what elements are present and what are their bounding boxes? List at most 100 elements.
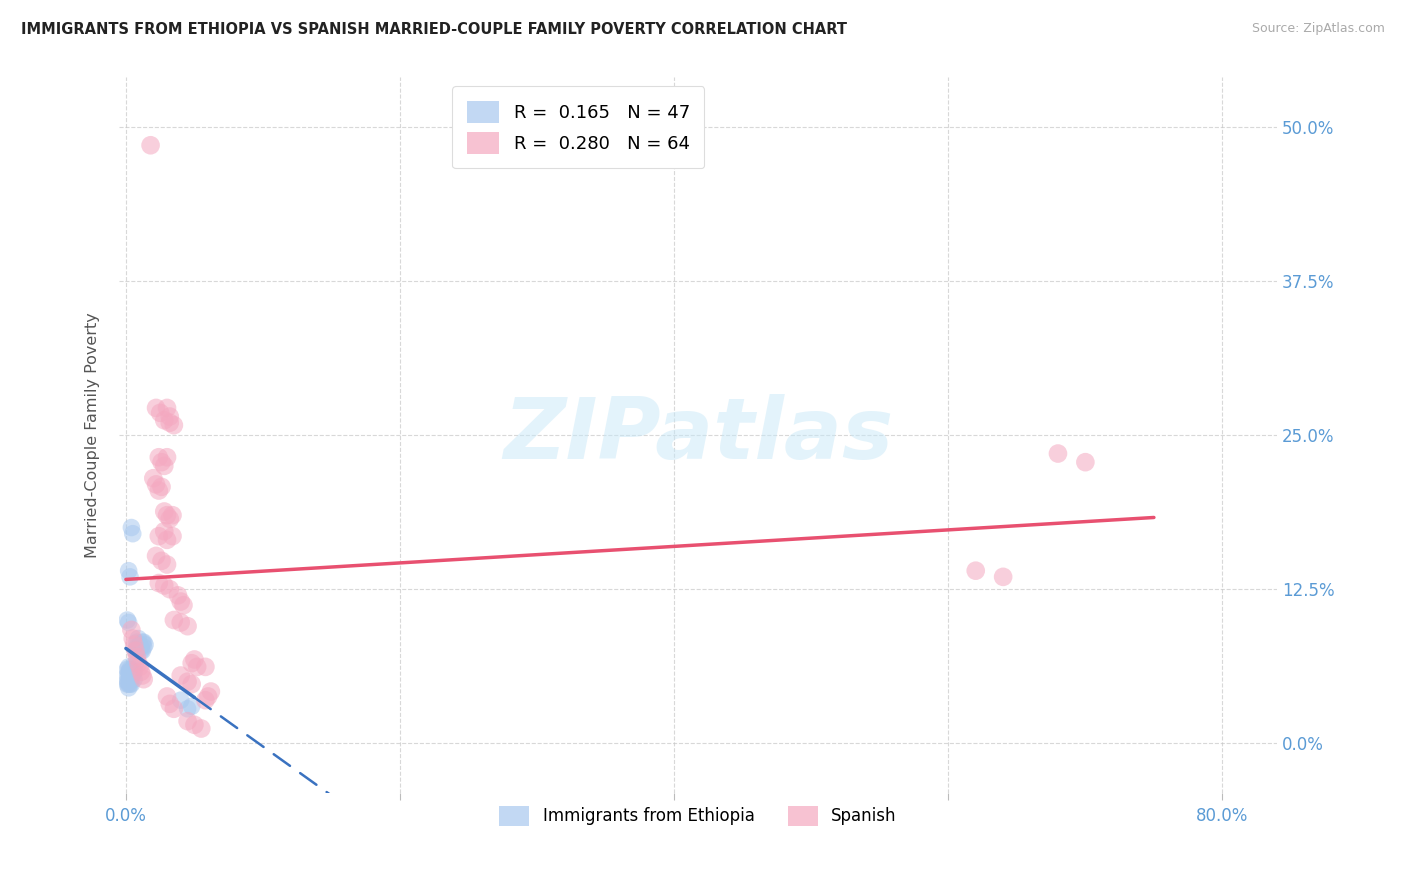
Point [118, 570, 141, 584]
Point [159, 416, 181, 430]
Point [117, 665, 139, 679]
Point [120, 665, 142, 679]
Point [117, 660, 139, 674]
Point [117, 674, 139, 689]
Point [131, 668, 153, 682]
Point [122, 665, 145, 679]
Point [142, 471, 165, 485]
Point [120, 677, 142, 691]
Point [125, 644, 148, 658]
Point [172, 598, 194, 612]
Y-axis label: Married-Couple Family Poverty: Married-Couple Family Poverty [86, 312, 100, 558]
Point [176, 619, 198, 633]
Point [125, 640, 148, 654]
Point [153, 524, 176, 539]
Point [117, 677, 139, 691]
Point [139, 138, 162, 153]
Point [183, 652, 205, 666]
Point [132, 640, 155, 654]
Point [163, 702, 186, 716]
Point [176, 714, 198, 728]
Point [149, 406, 172, 420]
Point [148, 450, 170, 465]
Point [117, 615, 139, 630]
Point [127, 656, 149, 670]
Point [148, 483, 170, 498]
Point [156, 690, 179, 704]
Point [150, 455, 173, 469]
Point [176, 702, 198, 716]
Point [156, 558, 179, 572]
Point [163, 613, 186, 627]
Point [129, 644, 152, 658]
Point [117, 681, 139, 695]
Point [194, 660, 217, 674]
Point [148, 529, 170, 543]
Point [153, 413, 176, 427]
Point [180, 656, 202, 670]
Point [117, 662, 139, 676]
Point [180, 677, 202, 691]
Point [120, 623, 142, 637]
Point [127, 632, 149, 646]
Point [156, 401, 179, 415]
Point [163, 418, 186, 433]
Point [148, 576, 170, 591]
Point [125, 635, 148, 649]
Point [1046, 446, 1069, 460]
Point [120, 672, 142, 686]
Point [132, 635, 155, 649]
Point [145, 477, 167, 491]
Point [145, 401, 167, 415]
Text: ZIPatlas: ZIPatlas [503, 393, 893, 476]
Point [150, 480, 173, 494]
Point [170, 615, 193, 630]
Point [122, 672, 145, 686]
Point [118, 672, 141, 686]
Point [128, 640, 150, 654]
Point [200, 684, 222, 698]
Point [197, 690, 219, 704]
Point [153, 458, 176, 473]
Point [167, 588, 190, 602]
Point [121, 662, 143, 676]
Point [124, 656, 146, 670]
Point [991, 570, 1014, 584]
Point [117, 668, 139, 682]
Point [118, 668, 141, 682]
Point [156, 508, 179, 523]
Point [121, 632, 143, 646]
Point [186, 660, 208, 674]
Point [159, 512, 181, 526]
Point [183, 718, 205, 732]
Point [118, 677, 141, 691]
Point [122, 638, 145, 652]
Point [134, 638, 156, 652]
Point [120, 668, 142, 682]
Point [156, 450, 179, 465]
Point [128, 660, 150, 674]
Point [118, 665, 141, 679]
Point [156, 533, 179, 547]
Point [128, 638, 150, 652]
Point [159, 409, 181, 424]
Point [159, 582, 181, 597]
Point [194, 693, 217, 707]
Point [131, 644, 153, 658]
Point [124, 644, 146, 658]
Point [118, 662, 141, 676]
Point [129, 665, 152, 679]
Point [120, 520, 142, 534]
Point [170, 668, 193, 682]
Point [117, 564, 139, 578]
Point [1074, 455, 1097, 469]
Point [162, 529, 184, 543]
Point [124, 644, 146, 658]
Point [145, 549, 167, 563]
Point [121, 668, 143, 682]
Point [150, 554, 173, 568]
Point [129, 640, 152, 654]
Text: Source: ZipAtlas.com: Source: ZipAtlas.com [1251, 22, 1385, 36]
Text: IMMIGRANTS FROM ETHIOPIA VS SPANISH MARRIED-COUPLE FAMILY POVERTY CORRELATION CH: IMMIGRANTS FROM ETHIOPIA VS SPANISH MARR… [21, 22, 846, 37]
Point [153, 578, 176, 592]
